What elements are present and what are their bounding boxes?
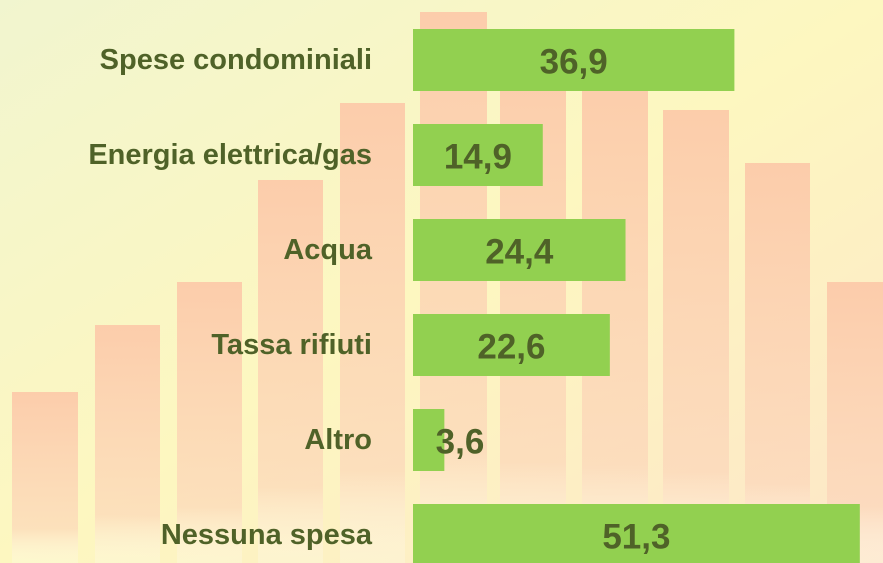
category-label: Acqua	[283, 234, 373, 266]
bar	[413, 314, 610, 376]
value-label: 36,9	[540, 43, 608, 82]
bar	[413, 124, 543, 186]
bar	[413, 409, 445, 471]
category-label: Nessuna spesa	[161, 519, 373, 551]
category-label: Altro	[304, 424, 372, 456]
value-label: 3,6	[436, 423, 485, 462]
category-label: Energia elettrica/gas	[88, 139, 372, 171]
value-label: 22,6	[477, 328, 545, 367]
bar	[413, 219, 626, 281]
category-label: Tassa rifiuti	[211, 329, 372, 361]
value-label: 24,4	[485, 233, 554, 272]
bar	[413, 504, 860, 563]
bar	[413, 29, 735, 91]
category-label: Spese condominiali	[100, 44, 372, 76]
value-label: 14,9	[444, 138, 512, 177]
value-label: 51,3	[602, 518, 670, 557]
